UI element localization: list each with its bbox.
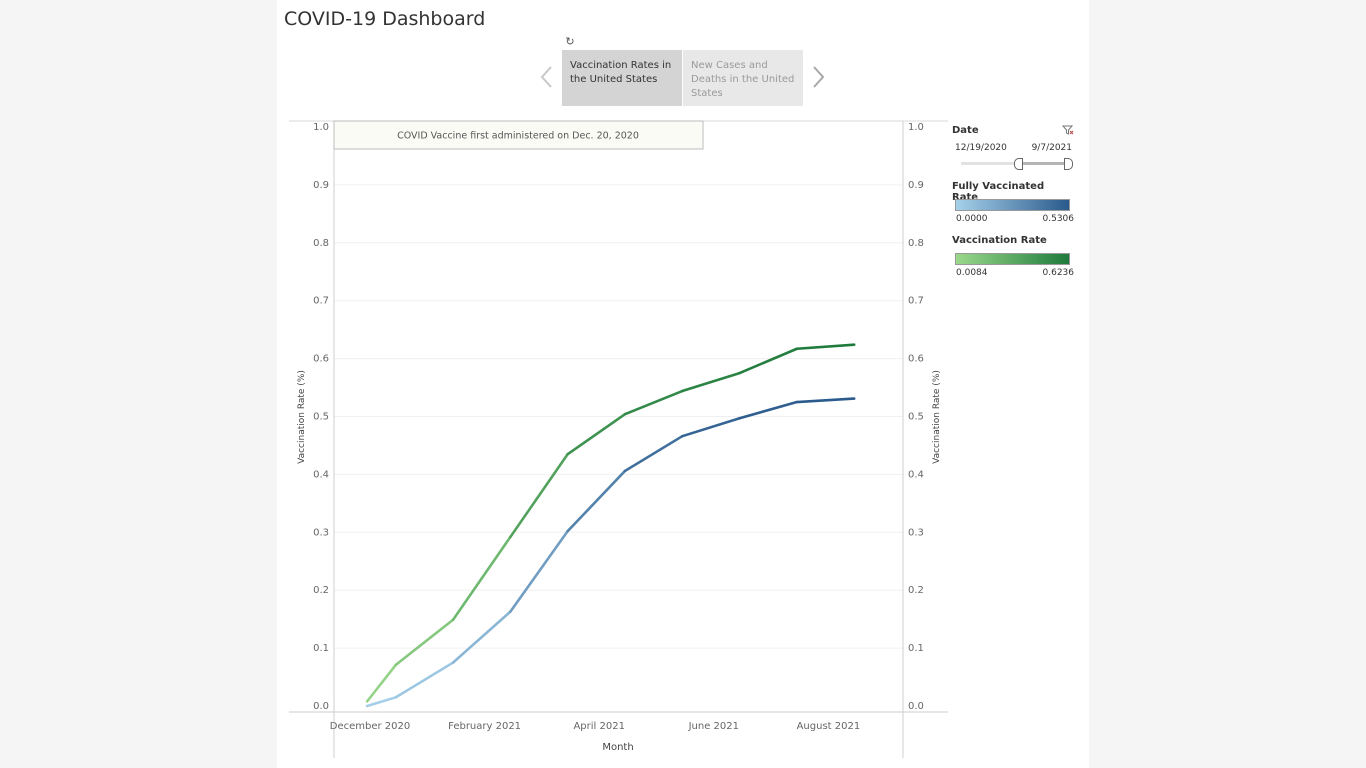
y-tick-label-right: 0.7 [908, 296, 924, 307]
series-lines [365, 343, 856, 708]
series-segment [509, 452, 569, 539]
dashboard: COVID-19 Dashboard ↻ Vaccination Rates i… [277, 0, 1089, 768]
y-tick-label-left: 0.5 [313, 412, 329, 423]
fully-vaccinated-legend-title: Fully Vaccinated Rate [952, 181, 1045, 203]
vaccination-legend-title: Vaccination Rate [952, 235, 1047, 246]
series-segment [365, 663, 398, 703]
fully-vaccinated-min: 0.0000 [956, 214, 988, 224]
fully-vaccinated-gradient [955, 199, 1070, 211]
x-tick-label: June 2021 [688, 721, 739, 732]
x-tick-label: December 2020 [330, 721, 410, 732]
fully-vaccinated-max: 0.5306 [1042, 214, 1075, 224]
date-slider-start-handle[interactable] [1014, 158, 1023, 170]
y-tick-label-right: 0.3 [908, 527, 924, 538]
annotation-box: COVID Vaccine first administered on Dec.… [333, 120, 704, 150]
series-segment [680, 416, 741, 438]
series-segment [623, 389, 684, 416]
y-tick-label-left: 0.4 [313, 469, 329, 480]
y-tick-label-left: 0.1 [313, 643, 329, 654]
tick-labels: 0.0 0.0 0.1 0.1 0.2 0.2 0.3 0.3 0.4 0.4 0.5 0.5 0.6 0… [313, 122, 924, 732]
vaccination-min: 0.0084 [956, 268, 988, 278]
date-slider-range [1018, 162, 1067, 165]
series-segment [451, 610, 512, 664]
story-tab-vaccination-rates[interactable]: Vaccination Rates in the United States [562, 50, 682, 106]
series-segment [566, 412, 627, 456]
series-segment [365, 696, 398, 708]
y-tick-label-right: 0.8 [908, 238, 924, 249]
x-tick-label: February 2021 [448, 721, 521, 732]
y-tick-label-left: 0.6 [313, 354, 329, 365]
chevron-left-icon[interactable] [538, 62, 556, 92]
date-filter-title: Date [952, 125, 979, 136]
date-slider-end-handle[interactable] [1064, 158, 1073, 170]
y-tick-label-left: 0.8 [313, 238, 329, 249]
series-segment [680, 371, 741, 393]
revert-icon[interactable]: ↻ [565, 35, 575, 48]
vaccination-gradient [955, 253, 1070, 265]
y-tick-label-left: 1.0 [313, 122, 329, 133]
story-tab-cases-deaths[interactable]: New Cases and Deaths in the United State… [683, 50, 803, 106]
y-tick-label-right: 0.1 [908, 643, 924, 654]
y-tick-label-right: 0.4 [908, 469, 924, 480]
series-vaccination [365, 343, 856, 703]
y-tick-label-left: 0.7 [313, 296, 329, 307]
y-tick-label-right: 0.6 [908, 354, 924, 365]
page-title: COVID-19 Dashboard [284, 8, 486, 30]
x-tick-label: April 2021 [573, 721, 624, 732]
y-tick-label-right: 0.5 [908, 412, 924, 423]
series-segment [566, 469, 627, 533]
annotation-text: COVID Vaccine first administered on Dec.… [397, 131, 639, 142]
chart-axes [289, 120, 948, 758]
series-segment [795, 343, 856, 351]
y-axis-title-left: Vaccination Rate (%) [297, 370, 307, 464]
series-segment [394, 661, 455, 699]
y-axis-title-right: Vaccination Rate (%) [932, 370, 942, 464]
y-tick-label-right: 0.2 [908, 585, 924, 596]
x-tick-label: August 2021 [797, 721, 861, 732]
series-segment [738, 347, 799, 375]
series-segment [738, 400, 799, 420]
x-axis-title: Month [602, 742, 633, 753]
y-tick-label-right: 0.0 [908, 701, 924, 712]
series-segment [451, 535, 512, 622]
series-segment [509, 529, 569, 613]
line-chart: 0.0 0.0 0.1 0.1 0.2 0.2 0.3 0.3 0.4 0.4 0.5 0.5 0.6 0… [289, 120, 948, 758]
vaccination-max: 0.6236 [1042, 268, 1075, 278]
y-tick-label-left: 0.3 [313, 527, 329, 538]
y-tick-label-left: 0.0 [313, 701, 329, 712]
y-tick-label-left: 0.9 [313, 180, 329, 191]
y-tick-label-right: 0.9 [908, 180, 924, 191]
series-segment [394, 618, 455, 667]
chevron-right-icon[interactable] [809, 62, 827, 92]
y-tick-label-left: 0.2 [313, 585, 329, 596]
date-filter-end: 9/7/2021 [1031, 143, 1072, 153]
series-fully-vaccinated [365, 397, 856, 708]
series-segment [795, 397, 856, 404]
y-tick-label-right: 1.0 [908, 122, 924, 133]
date-filter-start: 12/19/2020 [955, 143, 1007, 153]
series-segment [623, 434, 684, 473]
grid-lines [334, 184, 903, 649]
clear-filter-icon[interactable] [1062, 124, 1074, 136]
